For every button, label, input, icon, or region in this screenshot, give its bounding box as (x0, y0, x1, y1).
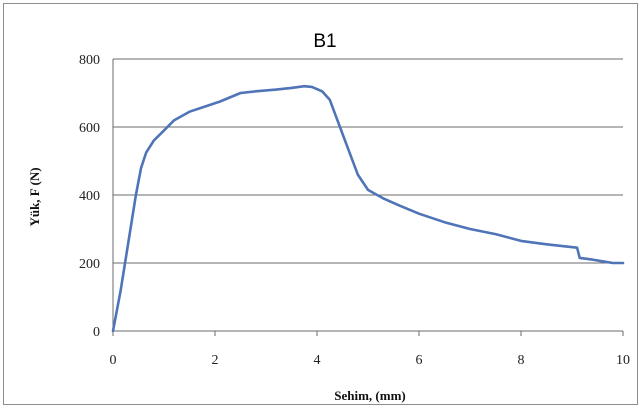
data-point (311, 86, 313, 88)
data-point (188, 110, 191, 113)
data-point (520, 240, 522, 242)
data-point (254, 90, 257, 93)
data-point (545, 243, 548, 246)
data-point (578, 257, 581, 259)
tick-layer: 0 200 400 600 800 0 2 4 6 8 10 (79, 53, 630, 368)
data-point (622, 262, 624, 264)
x-tick-label-0: 0 (110, 353, 117, 368)
data-point (290, 87, 293, 89)
x-tick-label-2: 2 (212, 353, 219, 368)
data-point (127, 241, 130, 244)
data-point (275, 88, 278, 91)
data-point (346, 146, 349, 149)
grid-layer (113, 58, 623, 264)
data-point (135, 194, 137, 196)
data-point (418, 212, 420, 215)
chart-frame: 0 200 400 600 800 0 2 4 6 8 10 B1 Sehim, (mm) Yük,… (3, 3, 638, 405)
x-tick-label-4: 4 (314, 353, 321, 368)
y-tick-label-0: 0 (93, 325, 100, 340)
data-point (397, 204, 400, 207)
data-point (367, 189, 369, 191)
data-point (112, 330, 114, 332)
data-point (140, 166, 143, 169)
y-tick-label-800: 800 (79, 53, 100, 68)
y-tick-label-200: 200 (79, 257, 100, 272)
data-point (239, 92, 242, 94)
data-point (152, 139, 155, 142)
data-point (336, 119, 339, 122)
data-point (443, 221, 446, 224)
y-tick-label-600: 600 (79, 121, 100, 136)
data-point (145, 151, 148, 154)
data-point (163, 129, 165, 132)
chart-title: B1 (313, 31, 336, 52)
data-point (576, 246, 578, 249)
data-point (119, 289, 122, 292)
y-axis-label: Yük, F (N) (27, 167, 42, 226)
x-tick-label-10: 10 (616, 353, 630, 368)
data-point (321, 90, 323, 93)
data-point (382, 197, 385, 200)
x-axis-label: Sehim, (mm) (334, 388, 406, 403)
data-point (469, 228, 471, 230)
x-tick-label-6: 6 (416, 353, 423, 368)
data-point (173, 119, 176, 122)
series-line-0 (111, 84, 625, 333)
axis-layer (112, 59, 624, 336)
data-point (328, 98, 331, 101)
data-point (356, 173, 359, 176)
series-layer (111, 84, 625, 333)
data-point (611, 262, 614, 264)
y-tick-label-400: 400 (79, 189, 100, 204)
chart-svg: 0 200 400 600 800 0 2 4 6 8 10 B1 Sehim, (mm) Yük,… (27, 31, 630, 403)
data-point (494, 233, 497, 236)
data-point (303, 85, 306, 88)
data-point (203, 105, 206, 108)
data-point (601, 260, 604, 263)
data-point (591, 258, 594, 261)
data-point (219, 100, 222, 103)
x-tick-label-8: 8 (518, 353, 525, 368)
